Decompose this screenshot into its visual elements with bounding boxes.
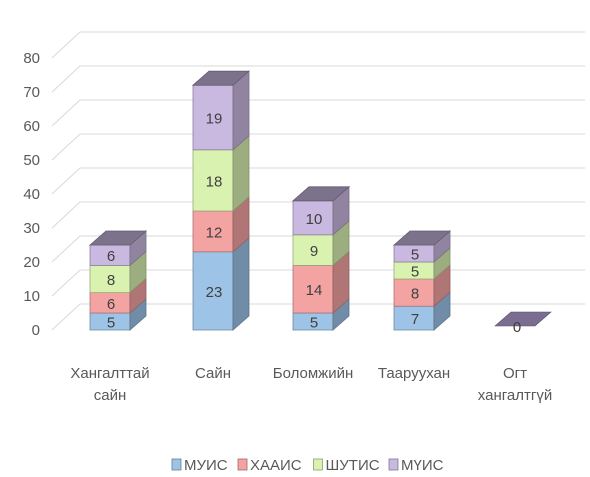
data-label: 23 [206,284,223,301]
data-label: 8 [107,272,115,289]
legend-swatch [388,458,399,471]
category-label: Тааруухан [378,365,450,382]
y-tick-label: 0 [32,322,40,339]
legend-swatch [237,458,248,471]
category-label: сайн [94,387,127,404]
data-label: 5 [411,247,419,264]
y-tick-label: 40 [23,186,40,203]
gridline [51,133,585,161]
bar-segment-front [393,278,435,307]
y-tick-label: 30 [23,220,40,237]
y-tick-label: 60 [23,118,40,135]
legend-label: МУИС [184,457,228,474]
data-label: 5 [310,315,318,332]
data-label: 19 [206,111,223,128]
data-label: 6 [107,248,115,265]
bar-segment-front [192,210,234,253]
legend-label: ШУТИС [326,457,380,474]
legend-swatch [171,458,182,471]
data-label: 0 [513,319,521,336]
y-tick-label: 70 [23,84,40,101]
data-label: 18 [206,173,223,190]
category-label: Сайн [195,365,231,382]
legend-label: ХААИС [250,457,302,474]
category-label: хангалтгүй [478,387,552,404]
bar-segment-side [232,236,250,331]
bar-segment-front [292,200,334,236]
data-label: 14 [306,282,323,299]
data-label: 12 [206,224,223,241]
legend: МУИС ХААИС ШУТИС МҮИС [171,457,444,474]
bars [88,70,552,331]
gridline [51,201,585,229]
data-label: 8 [411,286,419,303]
bar-top-cap [88,230,148,246]
gridlines [51,31,585,331]
y-tick-label: 20 [23,254,40,271]
gridline [51,167,585,195]
gridline [51,31,585,59]
bar-empty-platform [494,311,552,327]
data-label: 10 [306,211,323,228]
y-tick-label: 80 [23,50,40,67]
gridline [51,65,585,93]
y-tick-label: 50 [23,152,40,169]
data-label: 5 [107,315,115,332]
legend-swatch [313,458,323,471]
data-label: 7 [411,311,419,328]
data-label: 6 [107,296,115,313]
category-labels: Хангалттай сайн Сайн Боломжийн Тааруухан Огт х… [70,365,552,404]
legend-label: МҮИС [401,457,444,474]
gridline [51,99,585,127]
bar-segment-front [192,84,234,151]
bar-top-cap [191,70,251,86]
category-label: Хангалттай [70,365,149,382]
category-label: Огт [503,365,527,382]
bar-top-cap [392,230,452,246]
y-tick-label: 10 [23,288,40,305]
data-label: 5 [411,264,419,281]
bar-top-cap [291,186,351,202]
data-label: 9 [310,243,318,260]
category-label: Боломжийн [273,365,354,382]
y-axis-tick-labels: 0 10 20 30 40 50 60 70 80 [23,50,40,339]
